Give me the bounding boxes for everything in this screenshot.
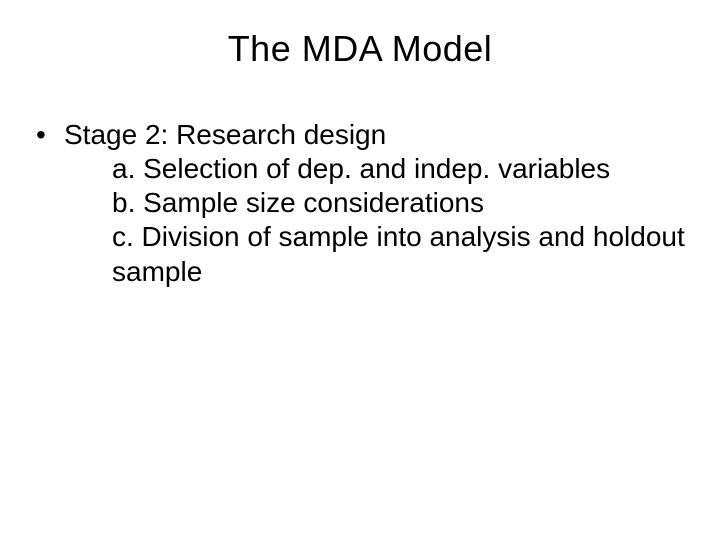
bullet-item: • Stage 2: Research design <box>36 118 700 152</box>
slide-title: The MDA Model <box>20 28 700 70</box>
sub-item: b. Sample size considerations <box>112 186 700 220</box>
slide: The MDA Model • Stage 2: Research design… <box>0 0 720 540</box>
slide-body: • Stage 2: Research design a. Selection … <box>20 118 700 289</box>
bullet-text: Stage 2: Research design <box>64 118 700 152</box>
bullet-marker: • <box>36 118 64 152</box>
sub-item: a. Selection of dep. and indep. variable… <box>112 152 700 186</box>
sub-list: a. Selection of dep. and indep. variable… <box>36 152 700 289</box>
sub-item: c. Division of sample into analysis and … <box>112 220 700 288</box>
